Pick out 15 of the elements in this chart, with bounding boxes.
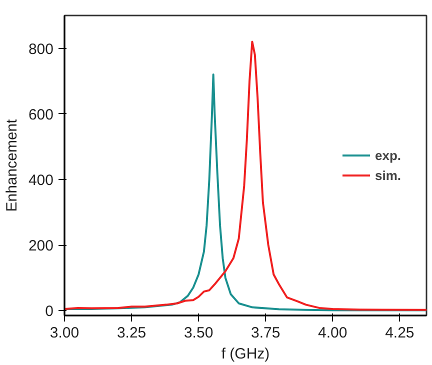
x-tick-label: 3.50 bbox=[184, 324, 214, 342]
y-tick-label: 400 bbox=[28, 172, 54, 189]
x-tick-label: 4.25 bbox=[385, 324, 414, 342]
y-tick-label: 600 bbox=[28, 106, 54, 124]
y-tick-label: 200 bbox=[28, 238, 54, 255]
x-tick-label: 3.25 bbox=[116, 324, 146, 342]
x-tick-label: 3.00 bbox=[50, 324, 80, 342]
x-tick-label: 4.00 bbox=[318, 324, 348, 342]
y-axis-title: Enhancement bbox=[3, 118, 20, 212]
legend-label: sim. bbox=[374, 168, 401, 182]
x-tick-label: 3.75 bbox=[251, 324, 280, 342]
y-tick-label: 0 bbox=[45, 303, 54, 320]
y-tick-label: 800 bbox=[28, 40, 54, 58]
x-axis-title: f (GHz) bbox=[221, 346, 270, 362]
legend-label: exp. bbox=[374, 148, 401, 162]
